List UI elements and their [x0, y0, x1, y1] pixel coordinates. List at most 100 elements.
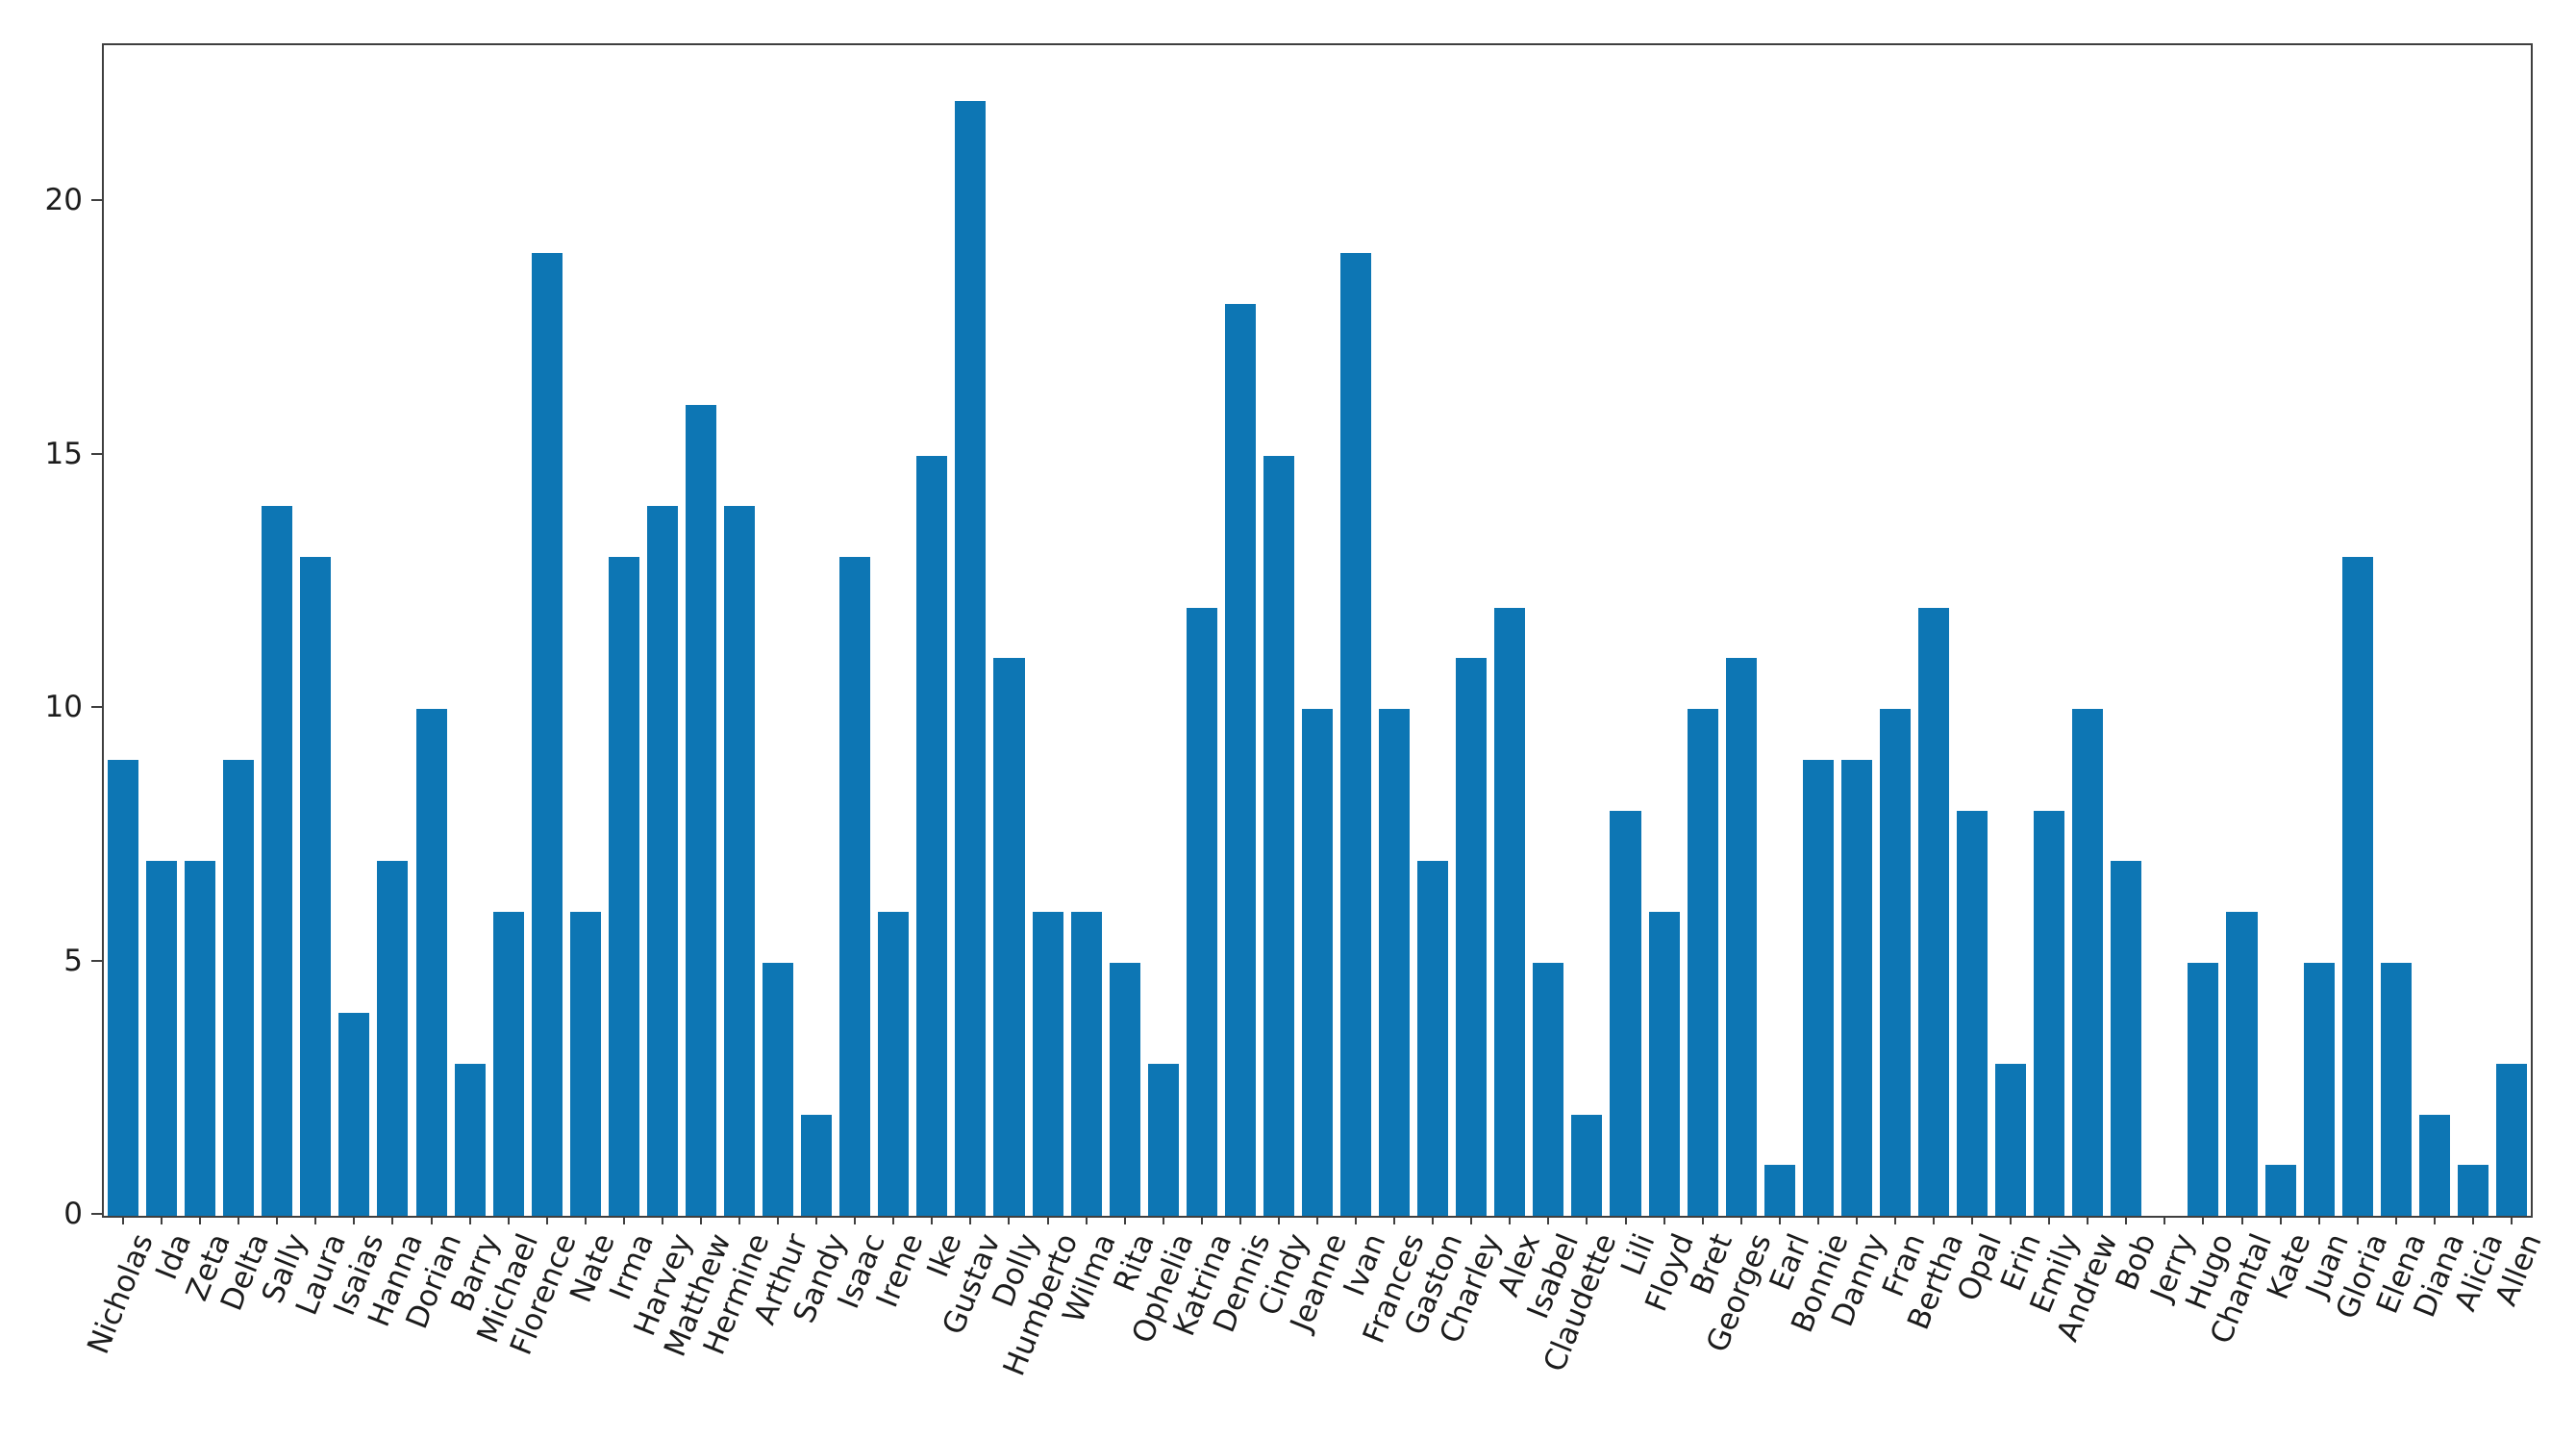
- x-tick-mark: [2048, 1216, 2051, 1224]
- y-tick-mark: [91, 959, 102, 962]
- bar-danny: [1840, 759, 1872, 1216]
- x-tick-mark: [430, 1216, 433, 1224]
- bar-isaac: [839, 557, 871, 1216]
- bar-alex: [1494, 607, 1526, 1216]
- y-tick-label: 10: [44, 690, 83, 725]
- x-tick-mark: [2087, 1216, 2089, 1224]
- x-tick-mark: [1316, 1216, 1318, 1224]
- bar-claudette: [1571, 1114, 1603, 1216]
- bar-laura: [300, 557, 332, 1216]
- bar-isaias: [338, 1013, 370, 1216]
- bar-gaston: [1417, 861, 1449, 1216]
- y-tick-label: 5: [63, 943, 83, 978]
- x-tick-mark: [1739, 1216, 1742, 1224]
- y-tick-label: 15: [44, 436, 83, 471]
- x-tick-mark: [2240, 1216, 2243, 1224]
- x-tick-mark: [1816, 1216, 1819, 1224]
- x-tick-mark: [1200, 1216, 1203, 1224]
- x-tick-mark: [1778, 1216, 1781, 1224]
- x-tick-mark: [1547, 1216, 1550, 1224]
- bar-bob: [2111, 861, 2142, 1216]
- x-tick-mark: [1085, 1216, 1088, 1224]
- x-tick-mark: [1893, 1216, 1896, 1224]
- bar-ida: [146, 861, 178, 1216]
- x-tick-mark: [1586, 1216, 1588, 1224]
- x-tick-mark: [2510, 1216, 2513, 1224]
- x-tick-mark: [2279, 1216, 2282, 1224]
- y-tick-mark: [91, 1213, 102, 1215]
- x-tick-mark: [1277, 1216, 1280, 1224]
- x-tick-mark: [1162, 1216, 1164, 1224]
- x-tick-mark: [2394, 1216, 2397, 1224]
- x-tick-mark: [661, 1216, 663, 1224]
- bar-frances: [1379, 709, 1411, 1216]
- bar-elena: [2380, 962, 2412, 1216]
- bar-georges: [1725, 658, 1757, 1216]
- x-tick-mark: [1470, 1216, 1473, 1224]
- x-tick-mark: [1123, 1216, 1126, 1224]
- bar-humberto: [1032, 911, 1063, 1216]
- bar-chantal: [2226, 911, 2258, 1216]
- x-tick-mark: [738, 1216, 741, 1224]
- bar-florence: [531, 253, 563, 1216]
- bar-cindy: [1263, 455, 1294, 1216]
- x-tick-mark: [1432, 1216, 1435, 1224]
- bar-irene: [878, 911, 910, 1216]
- bar-earl: [1763, 1165, 1795, 1216]
- bar-bonnie: [1802, 759, 1834, 1216]
- bar-allen: [2495, 1063, 2527, 1216]
- bar-ophelia: [1147, 1063, 1179, 1216]
- x-tick-mark: [815, 1216, 818, 1224]
- x-tick-mark: [1624, 1216, 1627, 1224]
- bar-isabel: [1533, 962, 1564, 1216]
- y-tick-label: 0: [63, 1197, 83, 1231]
- bar-nate: [569, 911, 601, 1216]
- y-tick-label: 20: [44, 183, 83, 218]
- x-tick-mark: [2433, 1216, 2436, 1224]
- bar-rita: [1109, 962, 1140, 1216]
- x-tick-mark: [1509, 1216, 1512, 1224]
- x-tick-mark: [238, 1216, 240, 1224]
- y-tick-mark: [91, 706, 102, 709]
- bar-wilma: [1070, 911, 1102, 1216]
- x-tick-mark: [854, 1216, 857, 1224]
- bar-hermine: [724, 506, 756, 1216]
- x-tick-mark: [122, 1216, 125, 1224]
- bar-katrina: [1186, 607, 1217, 1216]
- x-tick-mark: [969, 1216, 972, 1224]
- bar-emily: [2034, 810, 2065, 1216]
- bar-delta: [223, 759, 255, 1216]
- bar-juan: [2303, 962, 2335, 1216]
- x-tick-mark: [1046, 1216, 1049, 1224]
- x-tick-label-text: Nicholas: [80, 1228, 161, 1359]
- bar-kate: [2264, 1165, 2296, 1216]
- plot-area: [102, 43, 2533, 1218]
- x-tick-mark: [2163, 1216, 2166, 1224]
- bar-opal: [1957, 810, 1988, 1216]
- x-tick-mark: [276, 1216, 279, 1224]
- x-tick-mark: [622, 1216, 625, 1224]
- x-tick-mark: [1663, 1216, 1665, 1224]
- bar-irma: [608, 557, 639, 1216]
- bar-gustav: [955, 100, 987, 1216]
- bar-ivan: [1340, 253, 1372, 1216]
- x-tick-mark: [1701, 1216, 1704, 1224]
- x-tick-mark: [2125, 1216, 2128, 1224]
- x-tick-mark: [507, 1216, 510, 1224]
- bar-fran: [1879, 709, 1911, 1216]
- x-tick-mark: [2471, 1216, 2474, 1224]
- x-tick-mark: [199, 1216, 202, 1224]
- x-tick-mark: [1008, 1216, 1011, 1224]
- x-tick-mark: [931, 1216, 934, 1224]
- y-tick-mark: [91, 199, 102, 202]
- bar-alicia: [2457, 1165, 2488, 1216]
- bar-bret: [1687, 709, 1718, 1216]
- x-tick-mark: [2317, 1216, 2320, 1224]
- bar-dolly: [993, 658, 1025, 1216]
- bar-lili: [1610, 810, 1641, 1216]
- bar-dennis: [1224, 303, 1256, 1216]
- bar-erin: [1995, 1063, 2027, 1216]
- bar-ike: [916, 455, 948, 1216]
- bar-charley: [1456, 658, 1488, 1216]
